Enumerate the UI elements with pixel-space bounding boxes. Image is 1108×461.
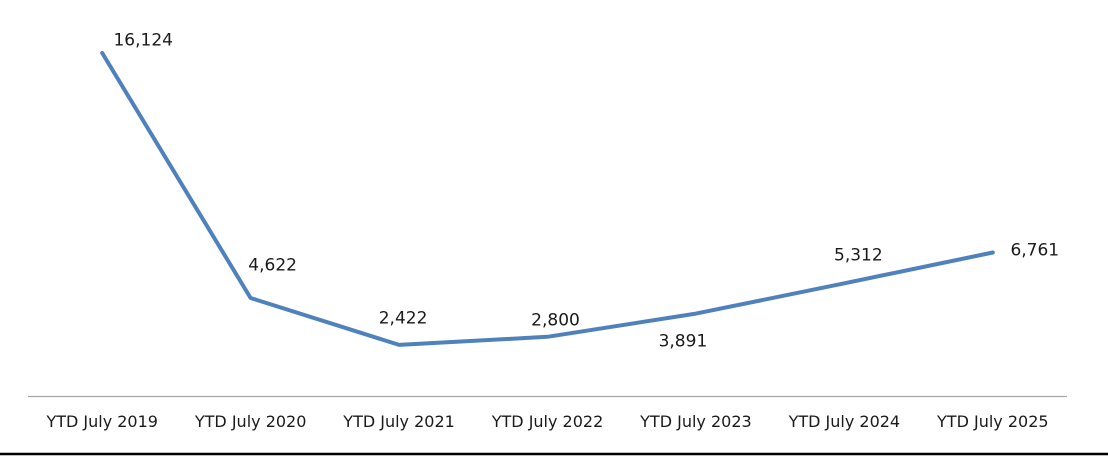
x-axis-tick-label: YTD July 2022 xyxy=(491,412,604,431)
data-label: 3,891 xyxy=(658,331,708,352)
x-axis-tick-label: YTD July 2019 xyxy=(46,412,158,431)
data-label: 4,622 xyxy=(248,255,297,276)
x-axis-tick-label: YTD July 2021 xyxy=(343,412,455,431)
x-axis-tick-label: YTD July 2023 xyxy=(640,412,752,431)
data-label: 6,761 xyxy=(1010,240,1060,261)
trend-line xyxy=(100,51,995,347)
data-label: 16,124 xyxy=(113,30,173,51)
x-axis-tick-label: YTD July 2025 xyxy=(937,412,1049,431)
data-label: 2,422 xyxy=(378,308,428,329)
x-axis-tick-label: YTD July 2020 xyxy=(194,412,307,431)
x-axis-tick-label: YTD July 2024 xyxy=(788,412,901,431)
data-label: 5,312 xyxy=(834,245,883,266)
data-label: 2,800 xyxy=(531,310,580,331)
